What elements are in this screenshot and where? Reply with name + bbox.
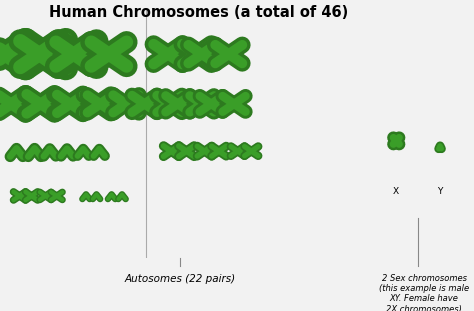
Text: X: X (393, 187, 399, 196)
Text: Human Chromosomes (a total of 46): Human Chromosomes (a total of 46) (49, 5, 349, 20)
Text: 2 Sex chromosomes
(this example is male
XY. Female have
2X chromosomes): 2 Sex chromosomes (this example is male … (379, 274, 469, 311)
Text: Y: Y (438, 187, 443, 196)
Text: Autosomes (22 pairs): Autosomes (22 pairs) (125, 274, 236, 284)
